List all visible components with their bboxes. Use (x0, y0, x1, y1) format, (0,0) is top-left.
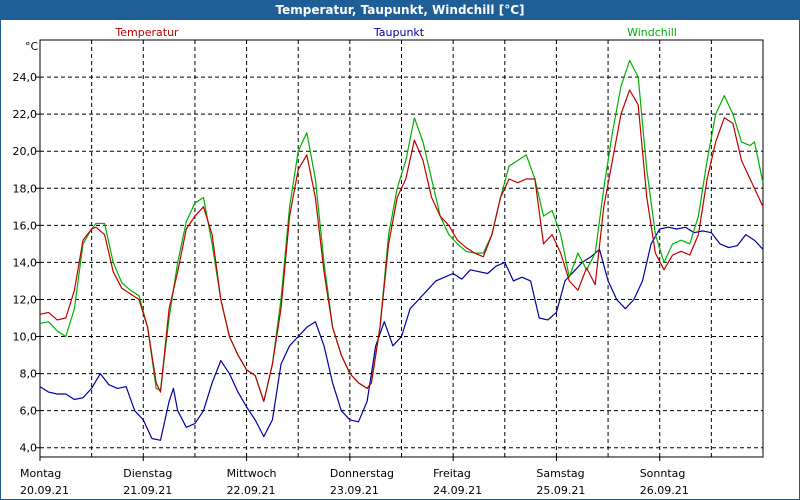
legend-taupunkt: Taupunkt (373, 26, 425, 39)
y-tick-label: 22,0 (13, 108, 38, 121)
series-line-temperatur (39, 89, 764, 402)
x-axis: Montag 20.09.21 Dienstag 21.09.21 Mittwoch 22… (20, 457, 689, 497)
y-tick-label: 6,0 (20, 405, 38, 418)
x-tick-label-day: Donnerstag (330, 467, 394, 480)
y-tick-label: 16,0 (13, 219, 38, 232)
x-tick-label-date: 24.09.21 (433, 484, 482, 497)
plot-area (39, 39, 764, 458)
y-tick-label: 4,0 (20, 442, 38, 455)
y-tick-label: 18,0 (13, 182, 38, 195)
x-tick-label-day: Samstag (536, 467, 584, 480)
series-line-windchill (39, 59, 764, 402)
x-tick-label-date: 21.09.21 (123, 484, 172, 497)
x-tick-label-day: Montag (20, 467, 61, 480)
y-tick-label: 8,0 (20, 368, 38, 381)
x-tick-label-date: 22.09.21 (227, 484, 276, 497)
y-axis: 4,0 6,0 8,0 10,0 12,0 14,0 16,0 18,0 20,0 22,0 24,… (13, 71, 40, 455)
y-tick-label: 24,0 (13, 71, 38, 84)
y-tick-label: 12,0 (13, 293, 38, 306)
series-line-taupunkt (39, 226, 764, 441)
x-tick-label-day: Sonntag (640, 467, 686, 480)
x-tick-label-date: 25.09.21 (536, 484, 585, 497)
y-tick-label: 10,0 (13, 331, 38, 344)
y-axis-unit-label: °C (25, 40, 39, 53)
series-layer (39, 59, 764, 441)
y-tick-label: 20,0 (13, 145, 38, 158)
y-tick-label: 14,0 (13, 256, 38, 269)
x-tick-label-date: 20.09.21 (20, 484, 69, 497)
window-title: Temperatur, Taupunkt, Windchill [°C] (0, 0, 800, 20)
x-tick-label-day: Mittwoch (227, 467, 277, 480)
legend-temperatur: Temperatur (114, 26, 179, 39)
x-tick-label-date: 23.09.21 (330, 484, 379, 497)
x-tick-label-day: Freitag (433, 467, 471, 480)
x-tick-label-date: 26.09.21 (640, 484, 689, 497)
x-tick-label-day: Dienstag (123, 467, 172, 480)
legend-windchill: Windchill (627, 26, 677, 39)
